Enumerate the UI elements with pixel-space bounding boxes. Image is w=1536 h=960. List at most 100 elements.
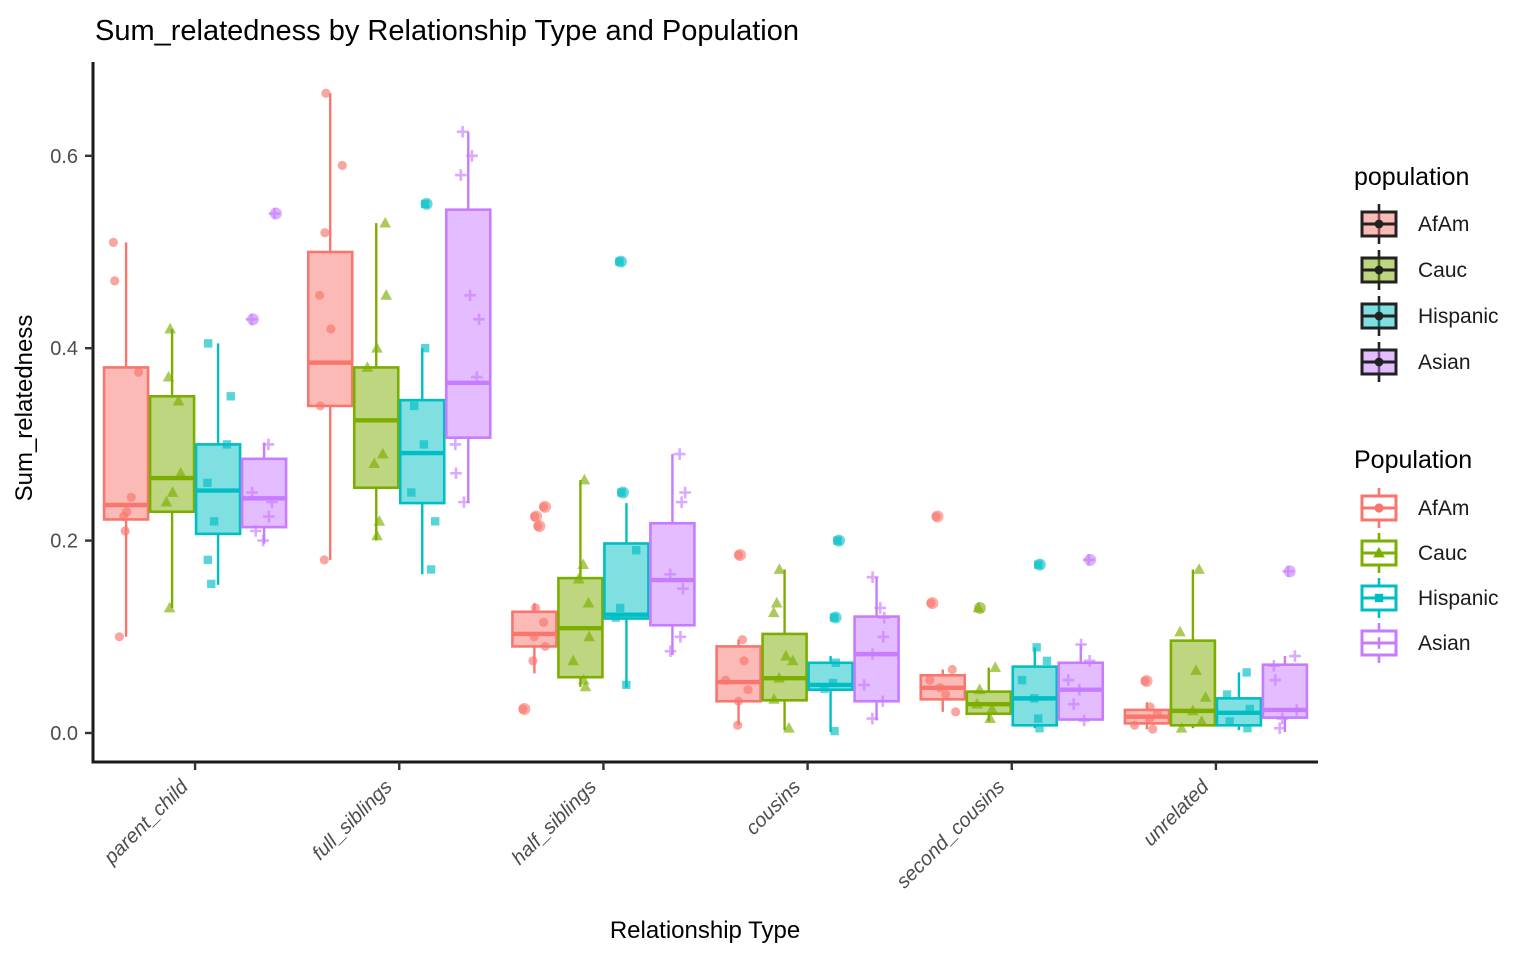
x-tick-label: cousins [742,776,806,840]
x-tick-label: second_cousins [892,776,1009,893]
point-plus [858,679,870,691]
point-triangle [163,601,176,613]
points-AfAm-half_siblings [518,500,552,715]
point-square [615,257,624,266]
point-square [209,517,219,526]
points-Cauc-full_siblings [361,216,392,541]
points-Hispanic-second_cousins [1017,558,1052,733]
point-triangle [971,697,983,709]
legend-label: Asian [1418,632,1471,655]
jitter-points-layer [108,88,1303,736]
points-Hispanic-unrelated [1222,668,1255,733]
point-circle [108,237,118,247]
color-legend-key-Asian: Asian [1360,623,1471,663]
point-plus [1078,714,1090,727]
x-axis-title: Relationship Type [610,917,800,944]
point-square [611,613,621,622]
point-plus [245,313,258,326]
point-triangle [368,457,381,469]
point-square [407,488,416,497]
point-plus [464,289,476,302]
point-circle [528,656,538,666]
chart-title: Sum_relatedness by Relationship Type and… [95,15,799,47]
point-triangle [567,654,579,666]
point-square [1032,643,1041,652]
point-triangle [166,486,179,497]
points-AfAm-cousins [721,549,753,730]
point-square [1034,560,1043,569]
point-triangle [380,289,392,300]
point-circle [1374,503,1384,513]
point-square [622,680,631,690]
point-triangle [582,596,595,608]
point-circle [119,511,129,522]
point-plus [449,438,462,451]
point-circle [538,617,549,627]
point-triangle [1174,625,1186,637]
point-plus [674,631,687,643]
point-triangle [1195,715,1208,726]
point-triangle [172,394,185,406]
point-plus [257,534,269,547]
point-square [617,488,626,497]
point-circle [733,696,744,706]
point-plus [866,712,879,725]
point-square [632,546,641,555]
fill-legend-key-Asian: Asian [1360,342,1471,382]
point-plus [456,125,469,138]
y-tick-label: 0.2 [50,531,78,553]
points-AfAm-full_siblings [314,88,347,565]
point-square [420,344,430,353]
box-Asian-unrelated [1261,656,1309,733]
point-square [426,565,436,574]
point-triangle [786,654,799,666]
x-tick-label: half_siblings [508,776,601,869]
point-square [829,613,839,622]
point-triangle [376,447,389,459]
x-tick-label: full_siblings [308,776,397,865]
point-plus [458,496,470,508]
points-AfAm-parent_child [108,237,144,642]
legend-keys-layer: AfAm Cauc Hispanic Asian AfAm Cauc Hispanic Asi… [1360,204,1499,663]
points-Asian-half_siblings [664,448,691,658]
point-plus [1276,712,1289,725]
boxes-layer [102,93,1309,733]
point-circle [1144,713,1155,724]
point-circle [721,675,731,685]
point-circle [320,228,330,238]
point-circle [925,675,935,685]
point-circle [733,550,744,560]
point-triangle [773,671,785,683]
point-circle [533,521,543,531]
point-triangle [160,495,173,507]
point-triangle [373,515,386,526]
iqr-box [102,366,150,521]
color-legend-key-AfAm: AfAm [1360,488,1469,528]
points-Hispanic-full_siblings [407,197,440,574]
point-plus [878,611,891,624]
point-plus [262,438,275,451]
points-Asian-full_siblings [449,125,485,508]
point-plus [1268,659,1280,672]
point-triangle [371,529,383,541]
point-plus [249,525,262,537]
legend-label: AfAm [1418,497,1469,520]
fill-legend-key-Cauc: Cauc [1360,250,1467,290]
point-plus [473,313,485,326]
point-plus [454,169,467,181]
point-circle [337,160,347,171]
point-plus [664,568,677,581]
box-Hispanic-full_siblings [398,348,446,575]
points-Asian-unrelated [1268,565,1303,734]
points-Cauc-cousins [767,563,799,733]
color-legend-title: Population [1354,446,1472,474]
point-square [420,199,430,209]
point-plus [1282,565,1295,578]
point-triangle [578,473,591,485]
point-plus [1373,637,1385,649]
point-square [222,440,232,449]
point-plus [1082,554,1095,566]
point-square [203,478,212,488]
